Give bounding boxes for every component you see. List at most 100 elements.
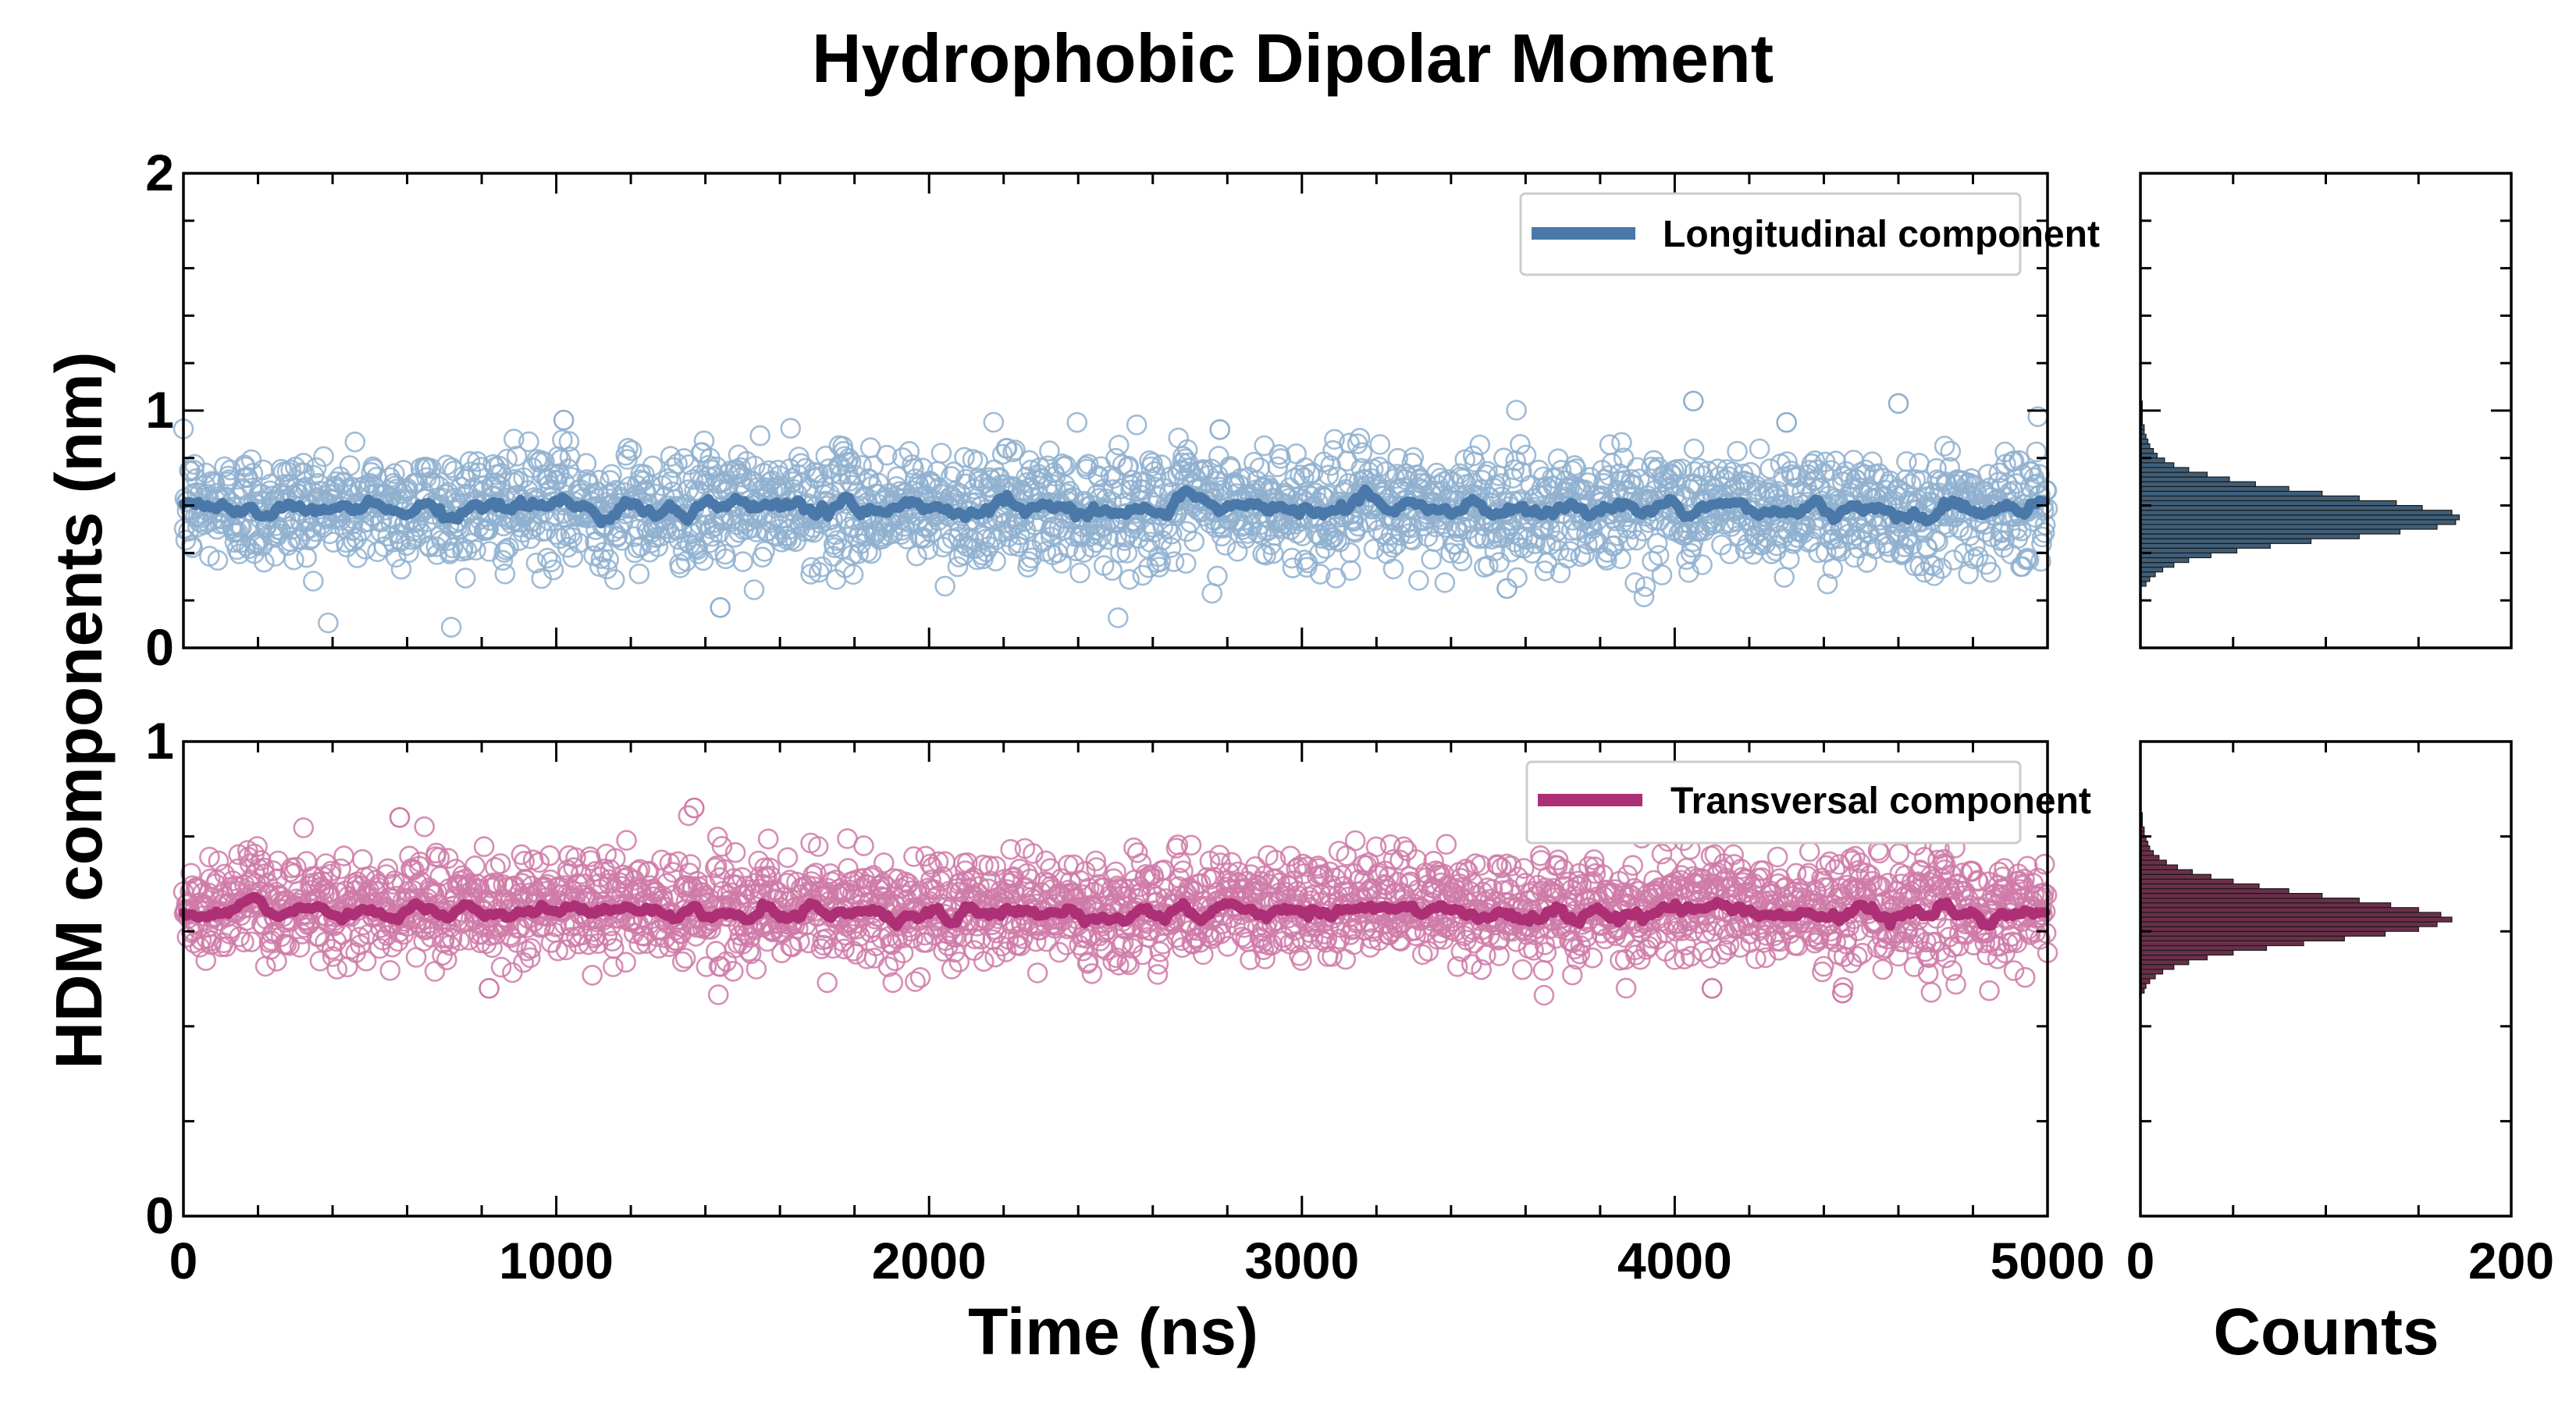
transversal-point [905, 971, 926, 992]
longitudinal-point [1926, 457, 1947, 479]
longitudinal-point [731, 473, 753, 495]
longitudinal-point [390, 558, 412, 580]
longitudinal-point [543, 559, 564, 581]
longitudinal-point [1066, 411, 1088, 433]
longitudinal-point [1451, 550, 1473, 572]
longitudinal-point [1408, 570, 1429, 591]
longitudinal-point [1421, 549, 1442, 570]
longitudinal-point [423, 472, 445, 493]
transversal-point [853, 835, 874, 856]
longitudinal-point [1324, 429, 1345, 450]
transversal-point [616, 830, 637, 851]
longitudinal-point [1002, 441, 1023, 463]
transversal-point [513, 951, 535, 973]
longitudinal-point [1119, 568, 1140, 590]
longitudinal-point [1254, 435, 1275, 457]
longitudinal-point [934, 575, 955, 597]
longitudinal-point [914, 528, 936, 549]
longitudinal-point [985, 550, 1006, 572]
longitudinal-point [749, 425, 771, 446]
transversal-point [336, 956, 358, 978]
longitudinal-point [983, 411, 1005, 433]
longitudinal-legend-label: Longitudinal component [1663, 214, 2100, 255]
longitudinal-point [506, 445, 528, 467]
transversal-point [777, 847, 799, 868]
transversal-point [984, 946, 1005, 968]
transversal-point [615, 951, 637, 973]
transversal-point [707, 984, 729, 1005]
longitudinal-point [1101, 560, 1123, 582]
longitudinal-point [1144, 476, 1166, 498]
longitudinal-point [252, 459, 274, 481]
longitudinal-point [1611, 432, 1632, 454]
longitudinal-point [1719, 543, 1741, 564]
longitudinal-point [1116, 542, 1138, 564]
longitudinal-point [562, 546, 584, 568]
transversal-point [266, 951, 287, 972]
longitudinal-point [1546, 530, 1567, 552]
longitudinal-point [561, 527, 583, 549]
longitudinal-point [465, 539, 486, 561]
transversal-point [807, 836, 829, 857]
longitudinal-point [1489, 552, 1510, 573]
longitudinal-point [730, 457, 752, 478]
longitudinal-point [460, 461, 482, 482]
y-axis-label: HDM components (nm) [42, 351, 116, 1069]
transversal-point [1872, 959, 1894, 980]
transversal-point [414, 816, 436, 838]
longitudinal-point [478, 518, 500, 540]
longitudinal-outlier-point [1683, 390, 1704, 412]
transversal-point [489, 853, 511, 874]
longitudinal-point [1671, 458, 1693, 480]
longitudinal-point [848, 542, 870, 564]
longitudinal-point [439, 541, 461, 563]
longitudinal-point [1282, 557, 1304, 578]
longitudinal-point [265, 546, 286, 567]
longitudinal-point [1958, 563, 1979, 585]
longitudinal-point [1009, 532, 1030, 554]
transversal-point [1920, 982, 1942, 1003]
longitudinal-point [540, 551, 562, 573]
longitudinal-point [1183, 531, 1205, 553]
longitudinal-point [815, 445, 837, 467]
longitudinal-point [1343, 510, 1364, 532]
longitudinal-point [624, 542, 646, 564]
longitudinal-point [1879, 542, 1900, 564]
longitudinal-point [1382, 558, 1404, 580]
longitudinal-point [367, 541, 388, 563]
longitudinal-point [1862, 451, 1883, 473]
longitudinal-point [1943, 550, 1964, 571]
longitudinal-point [1142, 452, 1163, 474]
longitudinal-point [1865, 538, 1886, 560]
longitudinal-point [1707, 458, 1728, 480]
longitudinal-point [557, 536, 578, 558]
longitudinal-point [1773, 466, 1794, 487]
longitudinal-point [1368, 456, 1390, 478]
longitudinal-point [207, 550, 229, 571]
transversal-point [757, 828, 779, 850]
longitudinal-point [603, 569, 625, 590]
longitudinal-point [294, 462, 315, 484]
longitudinal-point [1749, 438, 1770, 460]
longitudinal-point [420, 457, 442, 479]
longitudinal-point [1318, 464, 1340, 486]
longitudinal-outlier-point [1888, 393, 1909, 414]
longitudinal-point [1469, 434, 1491, 456]
longitudinal-point [1596, 542, 1618, 564]
longitudinal-point [1424, 531, 1445, 553]
longitudinal-point [682, 468, 704, 490]
longitudinal-point [1824, 488, 1845, 510]
longitudinal-point [1126, 414, 1147, 436]
longitudinal-point [454, 567, 476, 589]
longitudinal-point [689, 514, 711, 535]
longitudinal-point [552, 429, 573, 450]
longitudinal-panel: 012 Longitudinal component [145, 144, 2100, 676]
longitudinal-point [1507, 567, 1528, 589]
longitudinal-point [1029, 457, 1051, 478]
longitudinal-point [1806, 518, 1827, 539]
longitudinal-point [503, 429, 525, 450]
longitudinal-point [642, 455, 664, 477]
longitudinal-point [343, 531, 365, 553]
longitudinal-point [242, 462, 264, 484]
longitudinal-point [1909, 555, 1930, 577]
